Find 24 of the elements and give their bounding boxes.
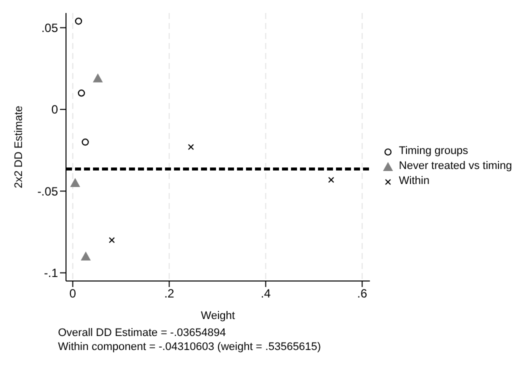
point bbox=[82, 138, 89, 146]
point bbox=[188, 144, 194, 150]
y-tick-label: -.1 bbox=[44, 266, 58, 280]
legend-label: Timing groups bbox=[398, 144, 468, 156]
point bbox=[74, 18, 82, 25]
x-tick-label: .4 bbox=[260, 286, 272, 301]
legend-label: Within bbox=[398, 174, 430, 186]
text: Within component = -.04310603 (weight = .53565615) bbox=[58, 340, 322, 354]
point bbox=[328, 176, 334, 183]
point bbox=[92, 73, 103, 82]
x-axis-title: Weight bbox=[200, 310, 235, 322]
x-tick-label: .6 bbox=[357, 286, 368, 301]
point bbox=[108, 237, 115, 244]
point bbox=[78, 90, 85, 97]
text: Overall DD Estimate = -.03654894 bbox=[58, 326, 227, 340]
legend-label: Never treated vs timing bbox=[398, 160, 512, 172]
point bbox=[70, 178, 80, 187]
y-axis-title: 2x2 DD Estimate bbox=[12, 106, 25, 188]
x-tick-label: .2 bbox=[164, 286, 175, 301]
y-tick-label: -.05 bbox=[37, 184, 58, 198]
x-tick-label: 0 bbox=[69, 286, 76, 301]
y-tick-label: 0 bbox=[51, 102, 58, 117]
point bbox=[80, 251, 91, 260]
y-tick-label: .05 bbox=[41, 20, 58, 35]
